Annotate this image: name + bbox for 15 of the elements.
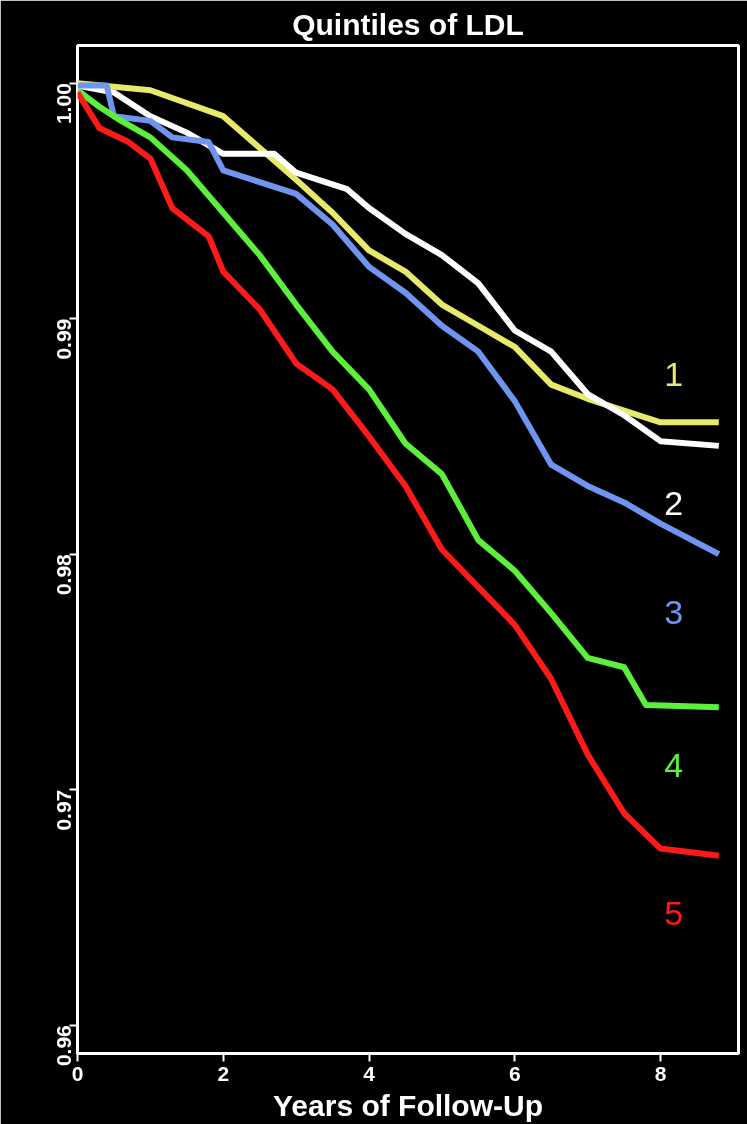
chart-title: Quintiles of LDL (292, 7, 524, 41)
series-label: 2 (664, 484, 684, 523)
x-tick-label: 4 (363, 1061, 376, 1085)
y-tick-label: 0.97 (52, 789, 76, 831)
series-label: 5 (664, 894, 684, 933)
series-label: 4 (664, 745, 684, 784)
series-label: 3 (664, 592, 684, 631)
y-tick-label: 0.99 (52, 318, 76, 360)
y-tick-label: 0.98 (52, 553, 76, 596)
x-axis-title: Years of Follow-Up (272, 1088, 544, 1122)
series-label: 1 (664, 354, 684, 393)
x-tick-label: 8 (654, 1061, 667, 1085)
x-tick-label: 2 (217, 1061, 230, 1085)
y-tick-label: 1.00 (52, 83, 76, 125)
x-tick-label: 6 (508, 1061, 521, 1085)
